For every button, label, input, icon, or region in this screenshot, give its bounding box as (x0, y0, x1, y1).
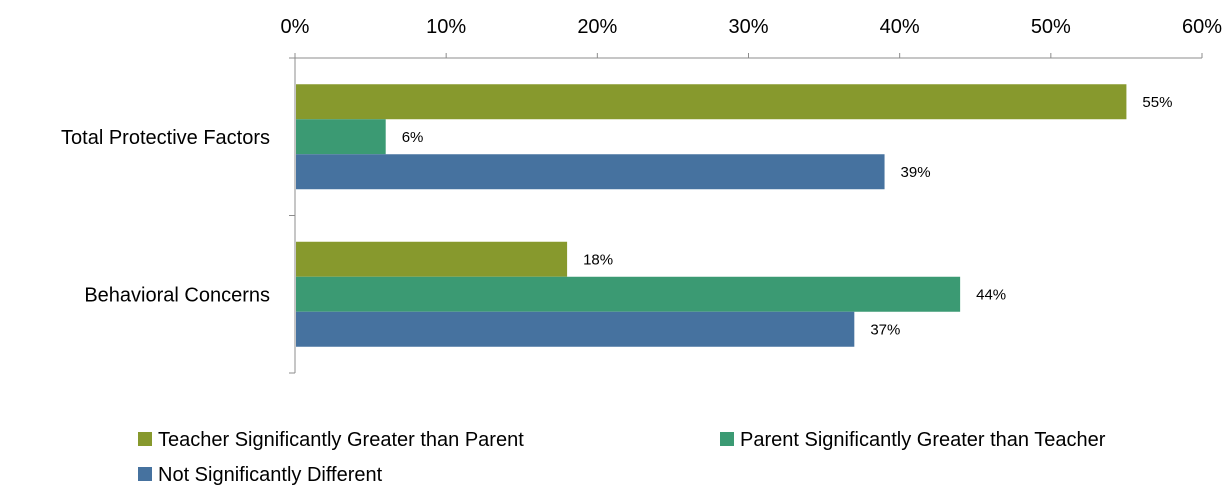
data-label: 39% (901, 164, 931, 181)
data-label: 37% (870, 321, 900, 338)
bar (296, 276, 961, 312)
bar (296, 119, 386, 155)
legend-swatch (138, 432, 152, 446)
data-label: 18% (583, 251, 613, 268)
data-label: 55% (1142, 94, 1172, 111)
x-tick-label: 60% (1182, 16, 1222, 38)
x-tick-label: 20% (577, 16, 617, 38)
bar (296, 154, 885, 190)
category-label: Total Protective Factors (61, 127, 270, 149)
chart-labels: Total Protective Factors 55% 6% 39% Behavior… (61, 94, 1172, 339)
chart-legend: Teacher Significantly Greater than Paren… (138, 429, 1106, 486)
bar (296, 311, 855, 347)
bar (296, 241, 568, 277)
legend-label: Teacher Significantly Greater than Paren… (158, 429, 524, 451)
x-tick-label: 10% (426, 16, 466, 38)
bar (296, 84, 1127, 120)
chart-axes: 0% 10% 20% 30% 40% 50% 60% (281, 16, 1222, 374)
x-tick-label: 30% (728, 16, 768, 38)
legend-item: Teacher Significantly Greater than Paren… (138, 429, 524, 451)
data-label: 44% (976, 286, 1006, 303)
legend-swatch (720, 432, 734, 446)
x-tick-label: 0% (281, 16, 310, 38)
legend-label: Parent Significantly Greater than Teache… (740, 429, 1106, 451)
data-label: 6% (402, 129, 424, 146)
legend-item: Not Significantly Different (138, 464, 383, 486)
chart-bars (296, 84, 1127, 347)
x-tick-label: 40% (880, 16, 920, 38)
category-label: Behavioral Concerns (84, 284, 270, 306)
legend-label: Not Significantly Different (158, 464, 383, 486)
legend-swatch (138, 467, 152, 481)
x-tick-label: 50% (1031, 16, 1071, 38)
legend-item: Parent Significantly Greater than Teache… (720, 429, 1106, 451)
